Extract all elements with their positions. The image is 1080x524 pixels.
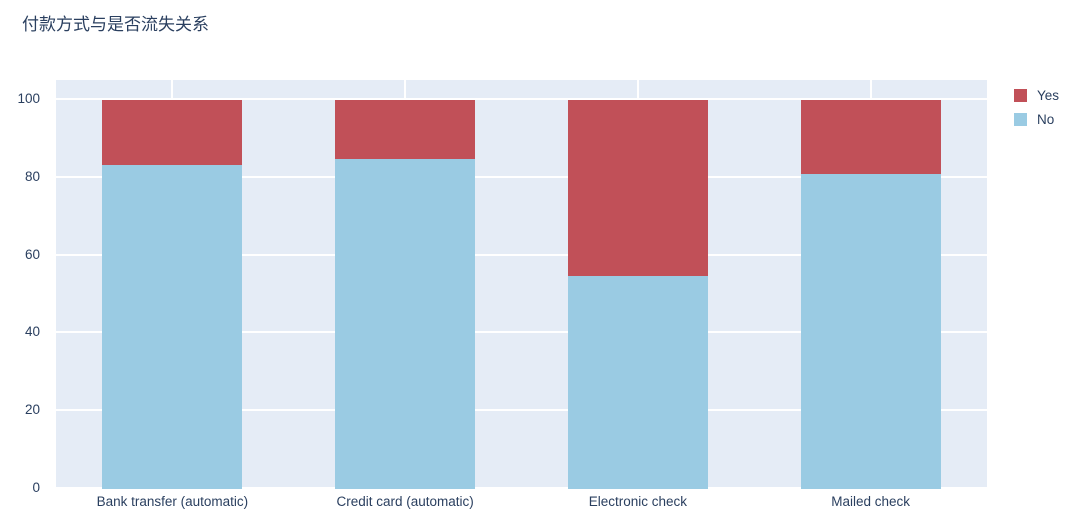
bar-segment-no[interactable] <box>102 164 243 489</box>
y-tick-label: 100 <box>17 91 40 106</box>
bar-segment-no[interactable] <box>800 174 941 489</box>
y-gridline <box>56 253 987 256</box>
y-gridline <box>56 409 987 412</box>
y-tick-label: 80 <box>24 168 40 184</box>
bar-segment-yes[interactable] <box>800 100 941 175</box>
legend-item-yes[interactable]: Yes <box>1014 88 1059 103</box>
legend: Yes No <box>1014 88 1059 136</box>
y-tick-label: 0 <box>32 480 40 495</box>
y-gridline <box>56 98 987 100</box>
x-tick-label: Bank transfer (automatic) <box>96 494 249 509</box>
bar-segment-yes[interactable] <box>335 100 476 160</box>
y-tick-label: 40 <box>24 324 40 340</box>
y-gridline <box>56 175 987 178</box>
legend-item-no[interactable]: No <box>1014 112 1059 127</box>
x-axis: Bank transfer (automatic) Credit card (au… <box>56 494 987 514</box>
bar-segment-no[interactable] <box>335 159 476 489</box>
y-gridline <box>56 331 987 334</box>
legend-label: No <box>1037 112 1055 127</box>
x-tick-label: Credit card (automatic) <box>336 494 474 509</box>
bar-segment-no[interactable] <box>567 276 708 489</box>
y-gridline <box>56 487 987 489</box>
plot-area[interactable] <box>56 80 987 489</box>
chart-title: 付款方式与是否流失关系 <box>22 15 209 34</box>
bars-layer <box>56 80 987 489</box>
x-tick-label: Mailed check <box>831 494 911 509</box>
legend-swatch-icon <box>1014 89 1027 102</box>
bar-segment-yes[interactable] <box>567 100 708 277</box>
bar-segment-yes[interactable] <box>102 100 243 165</box>
y-tick-label: 20 <box>24 402 40 418</box>
legend-label: Yes <box>1037 88 1060 103</box>
y-tick-label: 60 <box>24 246 40 262</box>
y-axis: 0 20 40 60 80 100 <box>0 80 46 495</box>
legend-swatch-icon <box>1014 113 1027 126</box>
x-tick-label: Electronic check <box>588 494 688 509</box>
